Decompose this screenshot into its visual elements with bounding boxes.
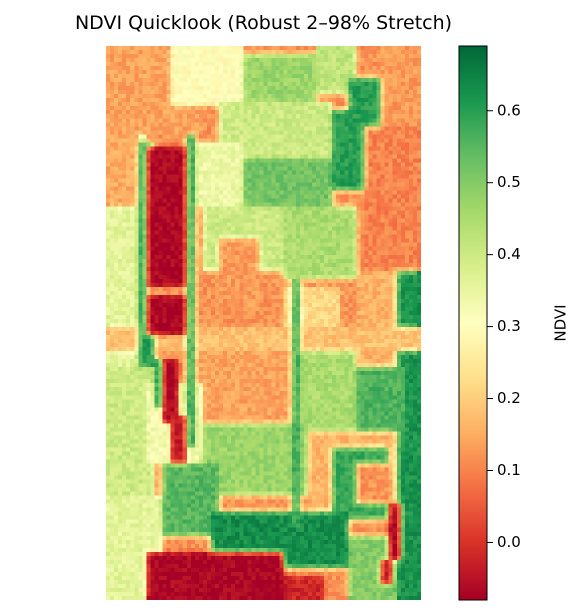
colorbar-tick-label: 0.5 — [497, 173, 521, 191]
colorbar-gradient — [458, 45, 488, 601]
colorbar-tick-label: 0.3 — [497, 317, 521, 335]
colorbar-tick-label: 0.0 — [497, 533, 521, 551]
colorbar-tick-label: 0.4 — [497, 245, 521, 263]
colorbar-tick-label: 0.2 — [497, 389, 521, 407]
chart-title: NDVI Quicklook (Robust 2–98% Stretch) — [74, 12, 453, 34]
colorbar-tick-label: 0.6 — [497, 101, 521, 119]
colorbar-label: NDVI — [552, 304, 570, 341]
ndvi-heatmap — [106, 46, 421, 600]
colorbar-tick-label: 0.1 — [497, 461, 521, 479]
colorbar-ticks: 0.0 0.1 0.2 0.3 0.4 0.5 0.6 — [487, 101, 521, 551]
